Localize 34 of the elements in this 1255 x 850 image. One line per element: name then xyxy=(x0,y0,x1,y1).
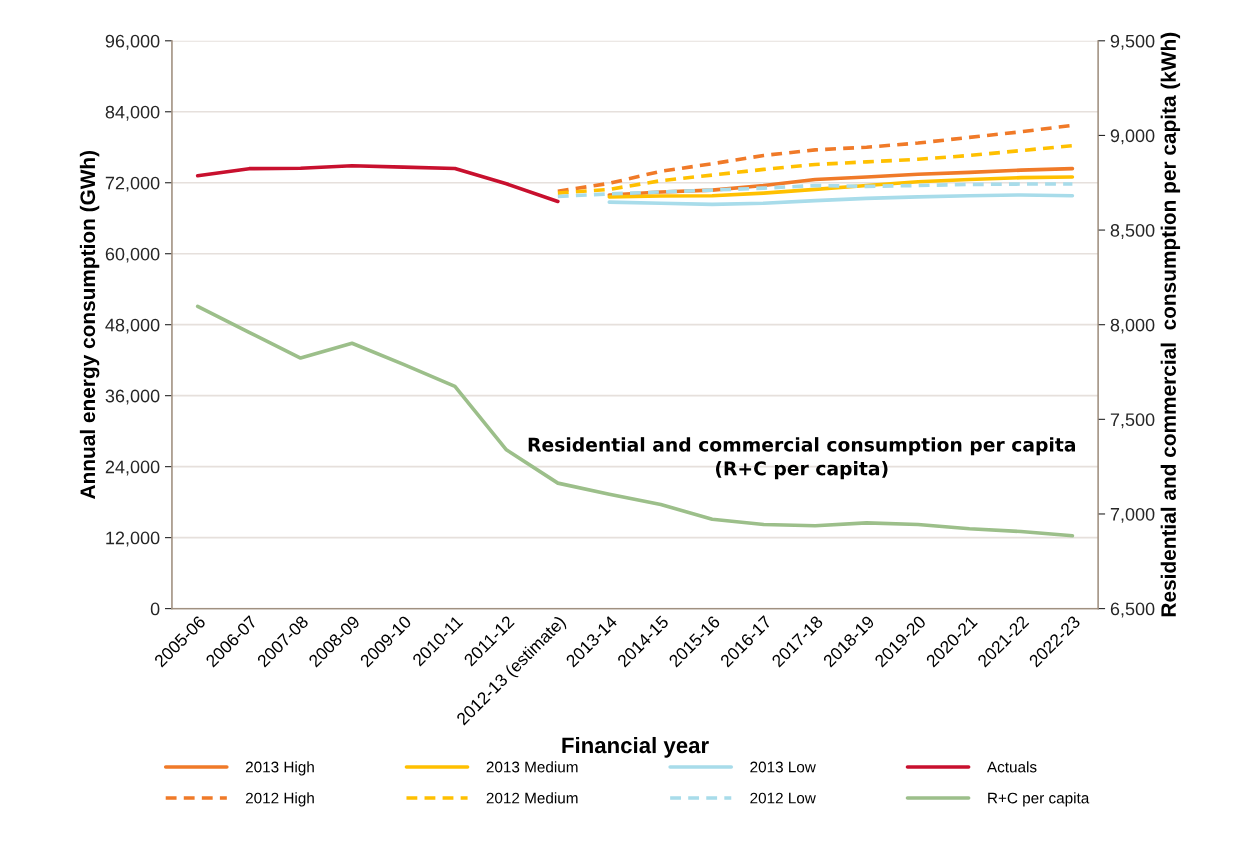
y2-tick-label: 8,500 xyxy=(1110,224,1155,239)
y2-tick-label: 7,000 xyxy=(1110,507,1155,523)
line-series xyxy=(195,304,1075,538)
line-series xyxy=(607,175,1075,199)
y2-tick-label: 9,500 xyxy=(1110,34,1155,50)
line-series xyxy=(607,193,1075,207)
legend-label: 2012 Low xyxy=(750,792,816,804)
y-tick-label: 84,000 xyxy=(105,105,160,121)
y-tick-label: 96,000 xyxy=(105,34,160,50)
legend-label: 2012 High xyxy=(245,792,314,807)
legend-label: Actuals xyxy=(986,761,1037,773)
legend-label: R+C per capita xyxy=(988,792,1090,807)
y-tick-label: 72,000 xyxy=(105,176,160,192)
line-series xyxy=(556,182,1075,199)
y-axis-title: Annual energy consumption (GWh) xyxy=(79,150,100,499)
y-tick-label: 0 xyxy=(150,602,160,616)
y-tick-label: 24,000 xyxy=(105,460,160,476)
legend-label: 2013 Low xyxy=(750,761,816,773)
line-series xyxy=(195,163,560,204)
y-tick-label: 36,000 xyxy=(105,389,160,405)
y-tick-label: 60,000 xyxy=(105,247,160,263)
legend-label: 2013 High xyxy=(245,761,314,776)
y2-axis-title: Residential and commercial consumption per capita (kWh) xyxy=(1160,32,1181,617)
y2-tick-label: 7,500 xyxy=(1110,413,1155,429)
legend-label: 2013 Medium xyxy=(486,761,578,773)
y2-tick-label: 6,500 xyxy=(1110,602,1155,618)
annotation: Residential and commercial consumption per capita (R+C per capita) xyxy=(528,437,1075,480)
y-tick-label: 12,000 xyxy=(106,531,160,547)
y2-tick-label: 8,000 xyxy=(1110,318,1155,334)
x-axis-title: Financial year xyxy=(562,736,709,758)
line-series xyxy=(556,143,1075,195)
y-tick-label: 48,000 xyxy=(105,318,160,334)
legend-label: 2012 Medium xyxy=(486,792,578,804)
y2-tick-label: 9,000 xyxy=(1110,129,1155,145)
